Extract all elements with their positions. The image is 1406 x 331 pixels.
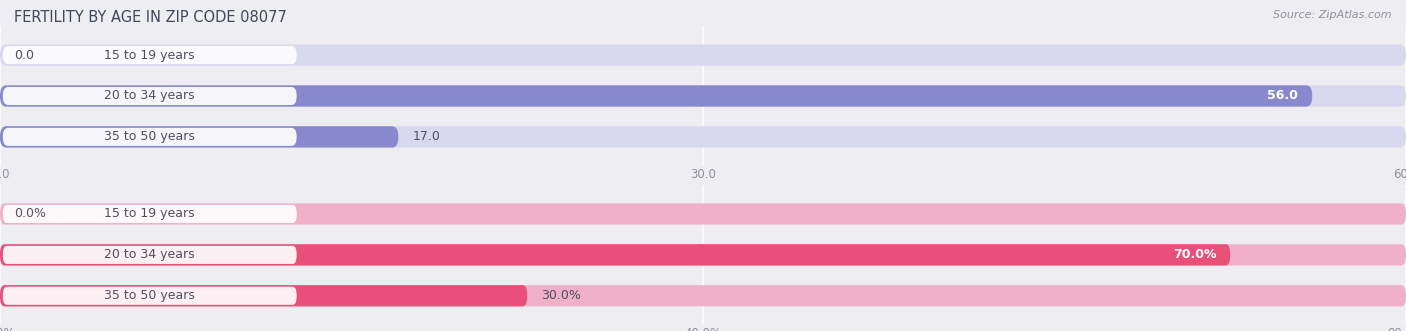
FancyBboxPatch shape [3, 287, 297, 305]
FancyBboxPatch shape [3, 46, 297, 64]
FancyBboxPatch shape [3, 246, 297, 264]
Text: 15 to 19 years: 15 to 19 years [104, 49, 195, 62]
FancyBboxPatch shape [0, 285, 527, 307]
FancyBboxPatch shape [0, 85, 1406, 107]
Text: FERTILITY BY AGE IN ZIP CODE 08077: FERTILITY BY AGE IN ZIP CODE 08077 [14, 10, 287, 25]
FancyBboxPatch shape [3, 87, 297, 105]
FancyBboxPatch shape [0, 244, 1406, 265]
FancyBboxPatch shape [0, 244, 1230, 265]
Text: 20 to 34 years: 20 to 34 years [104, 248, 195, 261]
Text: 56.0: 56.0 [1267, 89, 1298, 103]
FancyBboxPatch shape [0, 44, 1406, 66]
FancyBboxPatch shape [0, 126, 398, 148]
FancyBboxPatch shape [3, 128, 297, 146]
Text: 17.0: 17.0 [412, 130, 440, 143]
Text: 70.0%: 70.0% [1173, 248, 1216, 261]
FancyBboxPatch shape [0, 126, 1406, 148]
Text: 35 to 50 years: 35 to 50 years [104, 130, 195, 143]
Text: 35 to 50 years: 35 to 50 years [104, 289, 195, 302]
Text: 30.0%: 30.0% [541, 289, 581, 302]
FancyBboxPatch shape [3, 205, 297, 223]
Text: 0.0%: 0.0% [14, 208, 46, 220]
FancyBboxPatch shape [0, 85, 1312, 107]
Text: Source: ZipAtlas.com: Source: ZipAtlas.com [1274, 10, 1392, 20]
FancyBboxPatch shape [0, 285, 1406, 307]
Text: 15 to 19 years: 15 to 19 years [104, 208, 195, 220]
Text: 20 to 34 years: 20 to 34 years [104, 89, 195, 103]
FancyBboxPatch shape [0, 203, 1406, 225]
Text: 0.0: 0.0 [14, 49, 34, 62]
